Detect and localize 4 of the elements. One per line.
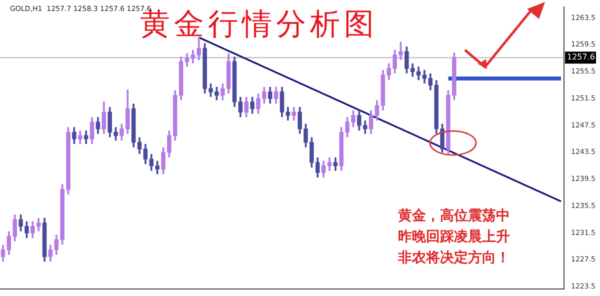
ref-line-label: 1257.6	[567, 52, 595, 62]
annotation: 黄金，高位震荡中	[398, 206, 510, 226]
annotation: 昨晚回踩凌晨上升	[398, 228, 510, 247]
annotation: 非农将决定方向！	[398, 248, 510, 268]
